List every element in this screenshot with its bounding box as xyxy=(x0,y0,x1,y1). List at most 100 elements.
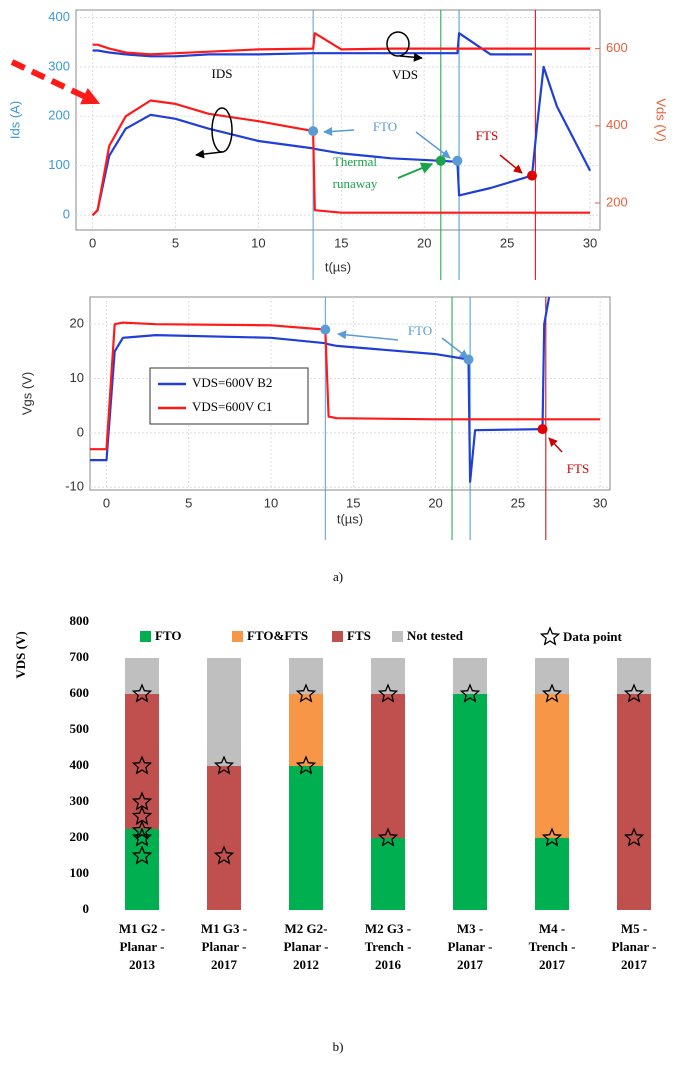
data-point xyxy=(459,683,481,703)
vds-ring xyxy=(386,31,410,57)
bar-segment xyxy=(617,694,651,910)
fts-arrow xyxy=(548,437,563,453)
dashed-arrow xyxy=(10,59,101,105)
fto-arrow xyxy=(415,131,451,159)
fto-arrow xyxy=(337,330,399,341)
x-tick-label: 2017 xyxy=(211,957,238,972)
legend-label: FTS xyxy=(347,628,371,643)
runaway-arrow xyxy=(397,162,434,179)
data-point xyxy=(213,755,235,775)
legend-swatch xyxy=(392,631,403,642)
data-point xyxy=(541,683,563,703)
x-tick-label: 20 xyxy=(417,235,431,250)
y-tick-label: 20 xyxy=(70,316,84,331)
data-point xyxy=(377,683,399,703)
bar-segment xyxy=(535,658,569,694)
legend-label: FTO&FTS xyxy=(247,628,308,643)
bar-segment xyxy=(371,838,405,910)
series-line xyxy=(91,99,591,216)
x-tick-label: 2017 xyxy=(621,957,648,972)
fts-arrow xyxy=(499,154,523,174)
y-tick-label: 700 xyxy=(70,649,90,664)
y-axis-label: VDS (V) xyxy=(13,631,28,678)
x-tick-label: 15 xyxy=(346,495,360,510)
series-line xyxy=(91,65,592,216)
x-tick-label: 15 xyxy=(334,235,348,250)
y-tick-label: 400 xyxy=(48,9,70,24)
x-tick-label: M5 - xyxy=(621,921,647,936)
annotation: VDS xyxy=(392,67,418,82)
x-tick-label: M2 G2- xyxy=(285,921,328,936)
x-tick-label: 10 xyxy=(264,495,278,510)
bar-chart: 0 100 200 300 400 500 600 700 800 VDS (V) M1 G2 - P… xyxy=(13,613,656,972)
y-tick-label: 300 xyxy=(48,58,70,73)
x-tick-label: 20 xyxy=(428,495,442,510)
x-tick-label: 10 xyxy=(251,235,265,250)
caption: a) xyxy=(333,569,343,584)
bar-segment xyxy=(207,658,241,766)
ids-arrow xyxy=(195,149,223,159)
y-tick-label: 200 xyxy=(70,829,90,844)
bar-segment xyxy=(535,694,569,838)
data-point xyxy=(131,820,153,840)
y-tick-label: 800 xyxy=(70,613,90,628)
annotation: FTO xyxy=(373,119,397,134)
x-tick-label: Planar - xyxy=(202,939,247,954)
series-line xyxy=(90,296,551,483)
legend-label: Not tested xyxy=(407,628,464,643)
x-tick-label: Planar - xyxy=(448,939,493,954)
y-tick-label: 200 xyxy=(48,108,70,123)
bar-segment xyxy=(289,694,323,766)
annotation: runaway xyxy=(333,176,378,191)
y-tick-label: 100 xyxy=(70,865,90,880)
x-tick-label: 2012 xyxy=(293,957,319,972)
data-point xyxy=(213,845,235,865)
annotation: Thermal xyxy=(333,154,377,169)
x-tick-label: M2 G3 - xyxy=(365,921,411,936)
x-tick-label: 25 xyxy=(511,495,525,510)
x-tick-label: 30 xyxy=(593,495,607,510)
bar-segment xyxy=(289,658,323,694)
y-axis-label: Ids (A) xyxy=(7,101,22,139)
legend-star xyxy=(539,626,561,646)
x-tick-label: Trench - xyxy=(365,939,412,954)
y-tick-label: -10 xyxy=(65,479,84,494)
x-tick-label: M3 - xyxy=(457,921,483,936)
x-tick-label: 2017 xyxy=(457,957,484,972)
decorations xyxy=(10,31,563,453)
annotation: IDS xyxy=(212,66,233,81)
x-tick-label: Planar - xyxy=(120,939,165,954)
y-tick-label: 0 xyxy=(77,424,84,439)
bar-segment xyxy=(125,658,159,694)
legend-swatch xyxy=(232,631,243,642)
caption: b) xyxy=(333,1039,344,1054)
x-tick-label: 5 xyxy=(185,495,192,510)
x-tick-label: 25 xyxy=(500,235,514,250)
series-line xyxy=(90,321,601,451)
y-tick-label: 600 xyxy=(70,685,90,700)
y2-tick-label: 200 xyxy=(606,194,628,209)
fto-arrow xyxy=(441,337,469,359)
x-tick-label: M1 G2 - xyxy=(119,921,165,936)
x-tick-label: 0 xyxy=(89,235,96,250)
x-axis-label: t(µs) xyxy=(337,511,363,526)
legend-swatch xyxy=(140,631,151,642)
legend-label: FTO xyxy=(155,628,182,643)
x-tick-label: Trench - xyxy=(529,939,576,954)
series-line xyxy=(92,32,591,56)
data-point xyxy=(623,827,645,847)
data-point xyxy=(541,827,563,847)
legend-label: VDS=600V B2 xyxy=(192,375,272,390)
x-tick-label: 2017 xyxy=(539,957,566,972)
event-point xyxy=(527,170,538,181)
y-tick-label: 0 xyxy=(83,901,90,916)
y-tick-label: 300 xyxy=(70,793,90,808)
legend-label: Data point xyxy=(563,629,623,644)
bar-segment xyxy=(125,829,159,910)
y-tick-label: 10 xyxy=(70,370,84,385)
x-tick-label: 2016 xyxy=(375,957,402,972)
data-point xyxy=(295,755,317,775)
data-point xyxy=(131,845,153,865)
annotation: FTO xyxy=(408,323,432,338)
annotation: FTS xyxy=(567,461,589,476)
